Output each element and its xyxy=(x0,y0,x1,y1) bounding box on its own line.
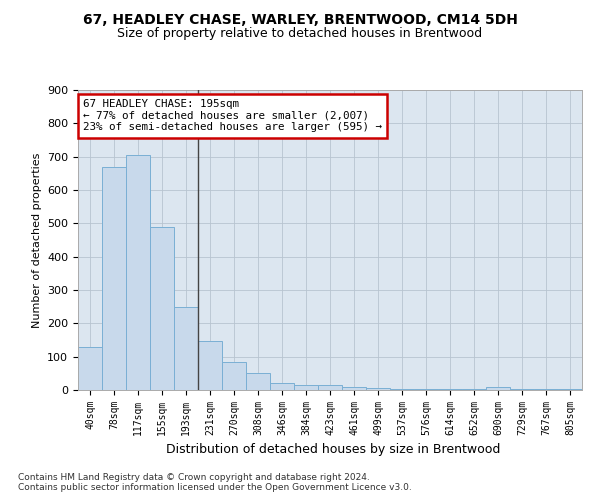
Bar xyxy=(126,155,150,390)
Bar xyxy=(438,389,462,390)
Bar xyxy=(486,386,510,390)
Text: 67, HEADLEY CHASE, WARLEY, BRENTWOOD, CM14 5DH: 67, HEADLEY CHASE, WARLEY, BRENTWOOD, CM… xyxy=(83,12,517,26)
Text: Contains public sector information licensed under the Open Government Licence v3: Contains public sector information licen… xyxy=(18,482,412,492)
Bar xyxy=(270,384,294,390)
Bar xyxy=(294,385,318,390)
Text: 67 HEADLEY CHASE: 195sqm
← 77% of detached houses are smaller (2,007)
23% of sem: 67 HEADLEY CHASE: 195sqm ← 77% of detach… xyxy=(83,99,382,132)
Bar xyxy=(102,166,126,390)
Bar xyxy=(78,346,102,390)
Bar xyxy=(414,389,438,390)
Bar xyxy=(222,362,246,390)
Text: Contains HM Land Registry data © Crown copyright and database right 2024.: Contains HM Land Registry data © Crown c… xyxy=(18,472,370,482)
Bar xyxy=(390,389,414,390)
Bar xyxy=(198,340,222,390)
Y-axis label: Number of detached properties: Number of detached properties xyxy=(32,152,41,328)
Bar xyxy=(174,306,198,390)
Bar xyxy=(366,388,390,390)
Text: Size of property relative to detached houses in Brentwood: Size of property relative to detached ho… xyxy=(118,28,482,40)
Bar xyxy=(246,374,270,390)
Bar xyxy=(342,386,366,390)
Text: Distribution of detached houses by size in Brentwood: Distribution of detached houses by size … xyxy=(166,442,500,456)
Bar xyxy=(150,226,174,390)
Bar xyxy=(318,385,342,390)
